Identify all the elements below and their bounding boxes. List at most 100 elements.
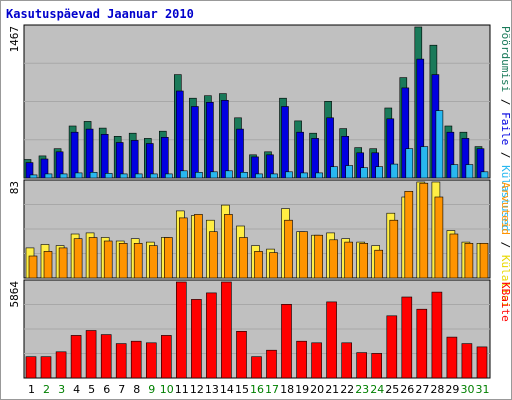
bar-hits-day-11 <box>179 217 188 279</box>
bar-kbytes-day-28 <box>431 291 443 379</box>
x-tick-label: 1 <box>28 383 35 396</box>
bar-hits-day-16 <box>254 251 263 279</box>
bar-files-day-23 <box>360 167 369 179</box>
bar-hits-day-21 <box>329 239 338 279</box>
middle-panel: 83 <box>8 179 491 279</box>
bar-kbytes-day-19 <box>296 340 307 379</box>
top-panel: 1467 <box>8 24 491 179</box>
bar-hits-day-29 <box>449 233 459 279</box>
bar-hits-day-24 <box>374 249 384 279</box>
bar-kbytes-day-4 <box>70 335 82 379</box>
bar-kbytes-day-24 <box>371 353 383 379</box>
bar-kbytes-day-13 <box>206 292 217 379</box>
bar-kbytes-day-2 <box>40 356 52 379</box>
x-tick-label: 15 <box>235 383 249 396</box>
bar-hits-day-27 <box>419 182 429 279</box>
side-legend-middle-part: / <box>499 235 512 255</box>
bar-pages-day-12 <box>191 106 199 179</box>
bar-pages-day-20 <box>311 138 319 179</box>
bar-files-day-26 <box>405 148 414 179</box>
bar-kbytes-day-11 <box>176 281 187 379</box>
bar-hits-day-31 <box>479 243 489 279</box>
bar-kbytes-day-1 <box>25 356 37 379</box>
bar-pages-day-24 <box>371 152 380 179</box>
x-tick-label: 22 <box>340 383 354 396</box>
x-tick-label: 13 <box>205 383 219 396</box>
bar-pages-day-8 <box>130 140 139 179</box>
bar-hits-day-7 <box>118 243 128 279</box>
x-tick-label: 4 <box>73 383 80 396</box>
side-legend-middle-part: Arvuteid <box>499 182 512 235</box>
bar-files-day-4 <box>74 172 83 179</box>
x-tick-label: 2 <box>43 383 50 396</box>
bar-pages-day-19 <box>296 131 304 179</box>
bar-pages-day-17 <box>266 154 274 179</box>
bar-pages-day-11 <box>176 90 184 179</box>
bar-hits-day-10 <box>164 237 173 279</box>
bar-files-day-22 <box>345 165 354 179</box>
bar-pages-day-30 <box>461 138 470 179</box>
bar-files-day-9 <box>150 173 158 179</box>
bar-kbytes-day-10 <box>161 335 172 379</box>
side-legend-top-part: Külastused <box>499 165 512 231</box>
x-tick-label: 17 <box>265 383 279 396</box>
bar-files-day-29 <box>450 164 459 179</box>
x-tick-label: 14 <box>220 383 234 396</box>
x-tick-label: 24 <box>370 383 384 396</box>
bar-files-day-5 <box>89 172 98 179</box>
chart-title: Kasutuspäevad Jaanuar 2010 <box>6 7 194 21</box>
bar-kbytes-day-26 <box>401 296 413 379</box>
x-tick-label: 11 <box>175 383 189 396</box>
x-tick-label: 29 <box>445 383 459 396</box>
x-tick-label: 25 <box>385 383 399 396</box>
bar-files-day-12 <box>195 172 203 179</box>
bar-pages-day-5 <box>85 128 94 179</box>
bar-hits-day-6 <box>103 240 113 279</box>
bar-pages-day-16 <box>251 156 259 179</box>
bottom-panel: 5864 <box>8 279 491 379</box>
bar-files-day-28 <box>435 110 444 179</box>
bar-kbytes-day-25 <box>386 315 398 379</box>
bar-pages-day-22 <box>341 136 350 179</box>
side-legend-middle-part: Külalisi <box>499 255 512 308</box>
bar-hits-day-8 <box>133 243 143 279</box>
bar-kbytes-day-30 <box>461 343 473 379</box>
bar-files-day-3 <box>59 173 68 179</box>
bar-files-day-6 <box>104 173 113 179</box>
bar-pages-day-15 <box>236 128 244 179</box>
x-tick-label: 16 <box>250 383 264 396</box>
bar-hits-day-12 <box>194 214 203 279</box>
x-tick-label: 8 <box>133 383 140 396</box>
bar-kbytes-day-17 <box>266 349 277 379</box>
bar-files-day-27 <box>420 146 429 179</box>
bar-hits-day-3 <box>58 247 68 279</box>
bar-pages-day-27 <box>416 58 425 179</box>
x-tick-label: 18 <box>280 383 294 396</box>
bar-files-day-18 <box>285 171 293 179</box>
bar-hits-day-22 <box>344 241 354 279</box>
bar-kbytes-day-23 <box>356 352 368 379</box>
bar-files-day-14 <box>225 170 233 179</box>
bar-files-day-2 <box>44 173 53 179</box>
bar-hits-day-23 <box>359 243 369 279</box>
bar-pages-day-4 <box>70 131 79 179</box>
middle-ymax-label: 83 <box>8 181 21 194</box>
bar-hits-day-19 <box>299 231 308 279</box>
bar-pages-day-3 <box>55 151 64 179</box>
side-legend-top-part: / <box>499 92 512 112</box>
bar-kbytes-day-21 <box>326 301 337 379</box>
bar-kbytes-day-22 <box>341 342 353 379</box>
bar-pages-day-26 <box>401 87 410 179</box>
bar-pages-day-25 <box>386 118 395 179</box>
bar-files-day-7 <box>119 173 128 179</box>
bar-files-day-21 <box>330 166 338 179</box>
bar-hits-day-18 <box>284 219 293 279</box>
x-tick-label: 31 <box>476 383 490 396</box>
x-tick-label: 6 <box>103 383 110 396</box>
bar-pages-day-6 <box>100 134 109 179</box>
bar-hits-day-17 <box>269 252 278 279</box>
bar-files-day-1 <box>29 174 38 179</box>
bar-files-day-25 <box>390 163 399 179</box>
x-tick-label: 10 <box>160 383 174 396</box>
